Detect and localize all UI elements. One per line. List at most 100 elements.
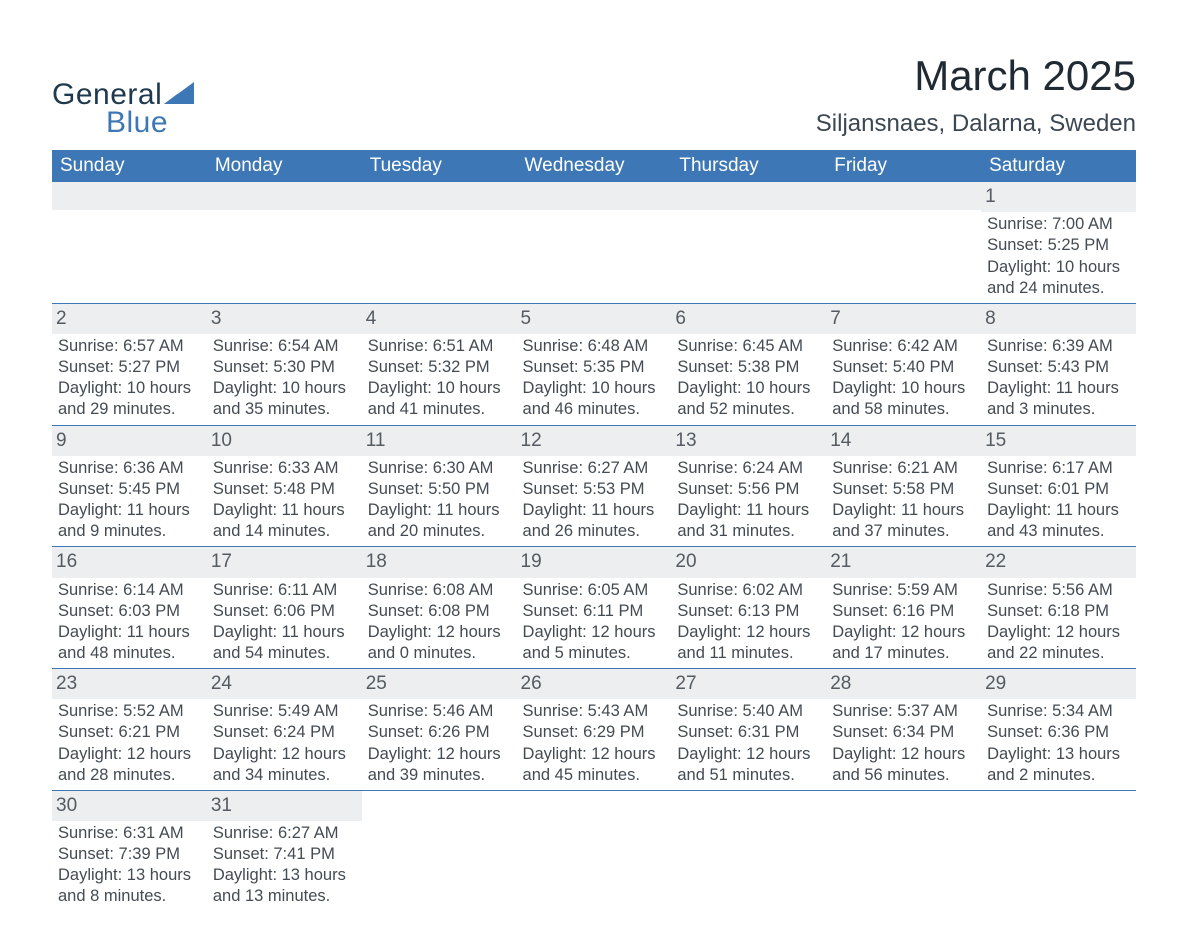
calendar-cell: 19 Sunrise: 6:05 AMSunset: 6:11 PMDayligh…	[517, 547, 672, 669]
empty-day-band	[826, 182, 981, 210]
daylight-line: Daylight: 11 hours and 26 minutes.	[523, 500, 666, 542]
daylight-line: Daylight: 10 hours and 52 minutes.	[677, 378, 820, 420]
calendar-cell: 27Sunrise: 5:40 AMSunset: 6:31 PMDayligh…	[671, 669, 826, 791]
day-number: 10	[207, 426, 362, 456]
calendar-week-row: 2Sunrise: 6:57 AMSunset: 5:27 PMDaylight…	[52, 303, 1136, 425]
day-header: Sunday	[52, 150, 207, 182]
daylight-line: Daylight: 10 hours and 41 minutes.	[368, 378, 511, 420]
daylight-line: Daylight: 11 hours and 31 minutes.	[677, 500, 820, 542]
day-number: 31	[207, 791, 362, 821]
sunset-line: Sunset: 5:35 PM	[523, 357, 666, 378]
calendar-cell: 25Sunrise: 5:46 AMSunset: 6:26 PMDayligh…	[362, 669, 517, 791]
sunset-line: Sunset: 5:58 PM	[832, 479, 975, 500]
sunrise-line: Sunrise: 6:42 AM	[832, 336, 975, 357]
calendar-cell: 14Sunrise: 6:21 AMSunset: 5:58 PMDayligh…	[826, 425, 981, 547]
daylight-line: Daylight: 11 hours and 14 minutes.	[213, 500, 356, 542]
page-subtitle: Siljansnaes, Dalarna, Sweden	[816, 110, 1136, 138]
calendar-cell: 10Sunrise: 6:33 AMSunset: 5:48 PMDayligh…	[207, 425, 362, 547]
daylight-line: Daylight: 12 hours and 5 minutes.	[523, 622, 666, 664]
day-number: 2	[52, 304, 207, 334]
calendar-week-row: 9Sunrise: 6:36 AMSunset: 5:45 PMDaylight…	[52, 425, 1136, 547]
day-number: 23	[52, 669, 207, 699]
sunrise-line: Sunrise: 7:00 AM	[987, 214, 1130, 235]
sunrise-line: Sunrise: 6:21 AM	[832, 458, 975, 479]
day-number: 7	[826, 304, 981, 334]
calendar-cell: 22Sunrise: 5:56 AMSunset: 6:18 PMDayligh…	[981, 547, 1136, 669]
calendar-week-row: 30Sunrise: 6:31 AMSunset: 7:39 PMDayligh…	[52, 790, 1136, 911]
calendar-table: Sunday Monday Tuesday Wednesday Thursday…	[52, 150, 1136, 912]
daylight-line: Daylight: 12 hours and 11 minutes.	[677, 622, 820, 664]
sunrise-line: Sunrise: 6:05 AM	[523, 580, 666, 601]
calendar-week-row: 1Sunrise: 7:00 AMSunset: 5:25 PMDaylight…	[52, 182, 1136, 303]
calendar-cell: 29Sunrise: 5:34 AMSunset: 6:36 PMDayligh…	[981, 669, 1136, 791]
day-number: 21	[826, 547, 981, 577]
day-number: 19	[517, 547, 672, 577]
day-number: 14	[826, 426, 981, 456]
daylight-line: Daylight: 10 hours and 35 minutes.	[213, 378, 356, 420]
empty-day-band	[362, 182, 517, 210]
calendar-cell	[517, 790, 672, 911]
calendar-cell: 11Sunrise: 6:30 AMSunset: 5:50 PMDayligh…	[362, 425, 517, 547]
sunset-line: Sunset: 5:43 PM	[987, 357, 1130, 378]
daylight-line: Daylight: 11 hours and 20 minutes.	[368, 500, 511, 542]
sunrise-line: Sunrise: 6:31 AM	[58, 823, 201, 844]
calendar-cell: 18Sunrise: 6:08 AMSunset: 6:08 PMDayligh…	[362, 547, 517, 669]
sunrise-line: Sunrise: 6:45 AM	[677, 336, 820, 357]
day-header: Saturday	[981, 150, 1136, 182]
calendar-body: 1Sunrise: 7:00 AMSunset: 5:25 PMDaylight…	[52, 182, 1136, 912]
daylight-line: Daylight: 12 hours and 51 minutes.	[677, 744, 820, 786]
sunset-line: Sunset: 6:21 PM	[58, 722, 201, 743]
daylight-line: Daylight: 11 hours and 3 minutes.	[987, 378, 1130, 420]
sunrise-line: Sunrise: 5:56 AM	[987, 580, 1130, 601]
sunset-line: Sunset: 6:36 PM	[987, 722, 1130, 743]
daylight-line: Daylight: 10 hours and 46 minutes.	[523, 378, 666, 420]
sunrise-line: Sunrise: 6:24 AM	[677, 458, 820, 479]
day-header: Wednesday	[517, 150, 672, 182]
day-number: 8	[981, 304, 1136, 334]
sunrise-line: Sunrise: 6:17 AM	[987, 458, 1130, 479]
daylight-line: Daylight: 11 hours and 9 minutes.	[58, 500, 201, 542]
day-number: 24	[207, 669, 362, 699]
daylight-line: Daylight: 10 hours and 29 minutes.	[58, 378, 201, 420]
sunrise-line: Sunrise: 6:27 AM	[213, 823, 356, 844]
page: General Blue March 2025 Siljansnaes, Dal…	[0, 0, 1188, 952]
sunrise-line: Sunrise: 5:59 AM	[832, 580, 975, 601]
day-number: 26	[517, 669, 672, 699]
calendar-cell: 31Sunrise: 6:27 AMSunset: 7:41 PMDayligh…	[207, 790, 362, 911]
sunrise-line: Sunrise: 6:36 AM	[58, 458, 201, 479]
sunset-line: Sunset: 5:56 PM	[677, 479, 820, 500]
calendar-cell	[362, 182, 517, 303]
sunset-line: Sunset: 5:27 PM	[58, 357, 201, 378]
sunset-line: Sunset: 5:40 PM	[832, 357, 975, 378]
logo: General Blue	[52, 52, 194, 140]
daylight-line: Daylight: 12 hours and 56 minutes.	[832, 744, 975, 786]
day-number: 4	[362, 304, 517, 334]
daylight-line: Daylight: 12 hours and 22 minutes.	[987, 622, 1130, 664]
day-number: 13	[671, 426, 826, 456]
day-number: 12	[517, 426, 672, 456]
calendar-cell: 26Sunrise: 5:43 AMSunset: 6:29 PMDayligh…	[517, 669, 672, 791]
sunset-line: Sunset: 6:34 PM	[832, 722, 975, 743]
sunset-line: Sunset: 6:11 PM	[523, 601, 666, 622]
calendar-cell: 4Sunrise: 6:51 AMSunset: 5:32 PMDaylight…	[362, 303, 517, 425]
sunset-line: Sunset: 5:30 PM	[213, 357, 356, 378]
daylight-line: Daylight: 12 hours and 34 minutes.	[213, 744, 356, 786]
day-header: Friday	[826, 150, 981, 182]
calendar-cell: 6Sunrise: 6:45 AMSunset: 5:38 PMDaylight…	[671, 303, 826, 425]
sunrise-line: Sunrise: 6:02 AM	[677, 580, 820, 601]
day-number: 22	[981, 547, 1136, 577]
sunrise-line: Sunrise: 6:54 AM	[213, 336, 356, 357]
daylight-line: Daylight: 12 hours and 17 minutes.	[832, 622, 975, 664]
day-number: 27	[671, 669, 826, 699]
daylight-line: Daylight: 13 hours and 8 minutes.	[58, 865, 201, 907]
empty-day-band	[207, 182, 362, 210]
sunset-line: Sunset: 6:26 PM	[368, 722, 511, 743]
daylight-line: Daylight: 13 hours and 13 minutes.	[213, 865, 356, 907]
empty-day-band	[671, 182, 826, 210]
empty-day-band	[517, 182, 672, 210]
sunrise-line: Sunrise: 6:57 AM	[58, 336, 201, 357]
sunrise-line: Sunrise: 6:08 AM	[368, 580, 511, 601]
day-header: Monday	[207, 150, 362, 182]
calendar-cell: 17Sunrise: 6:11 AMSunset: 6:06 PMDayligh…	[207, 547, 362, 669]
sunset-line: Sunset: 5:38 PM	[677, 357, 820, 378]
